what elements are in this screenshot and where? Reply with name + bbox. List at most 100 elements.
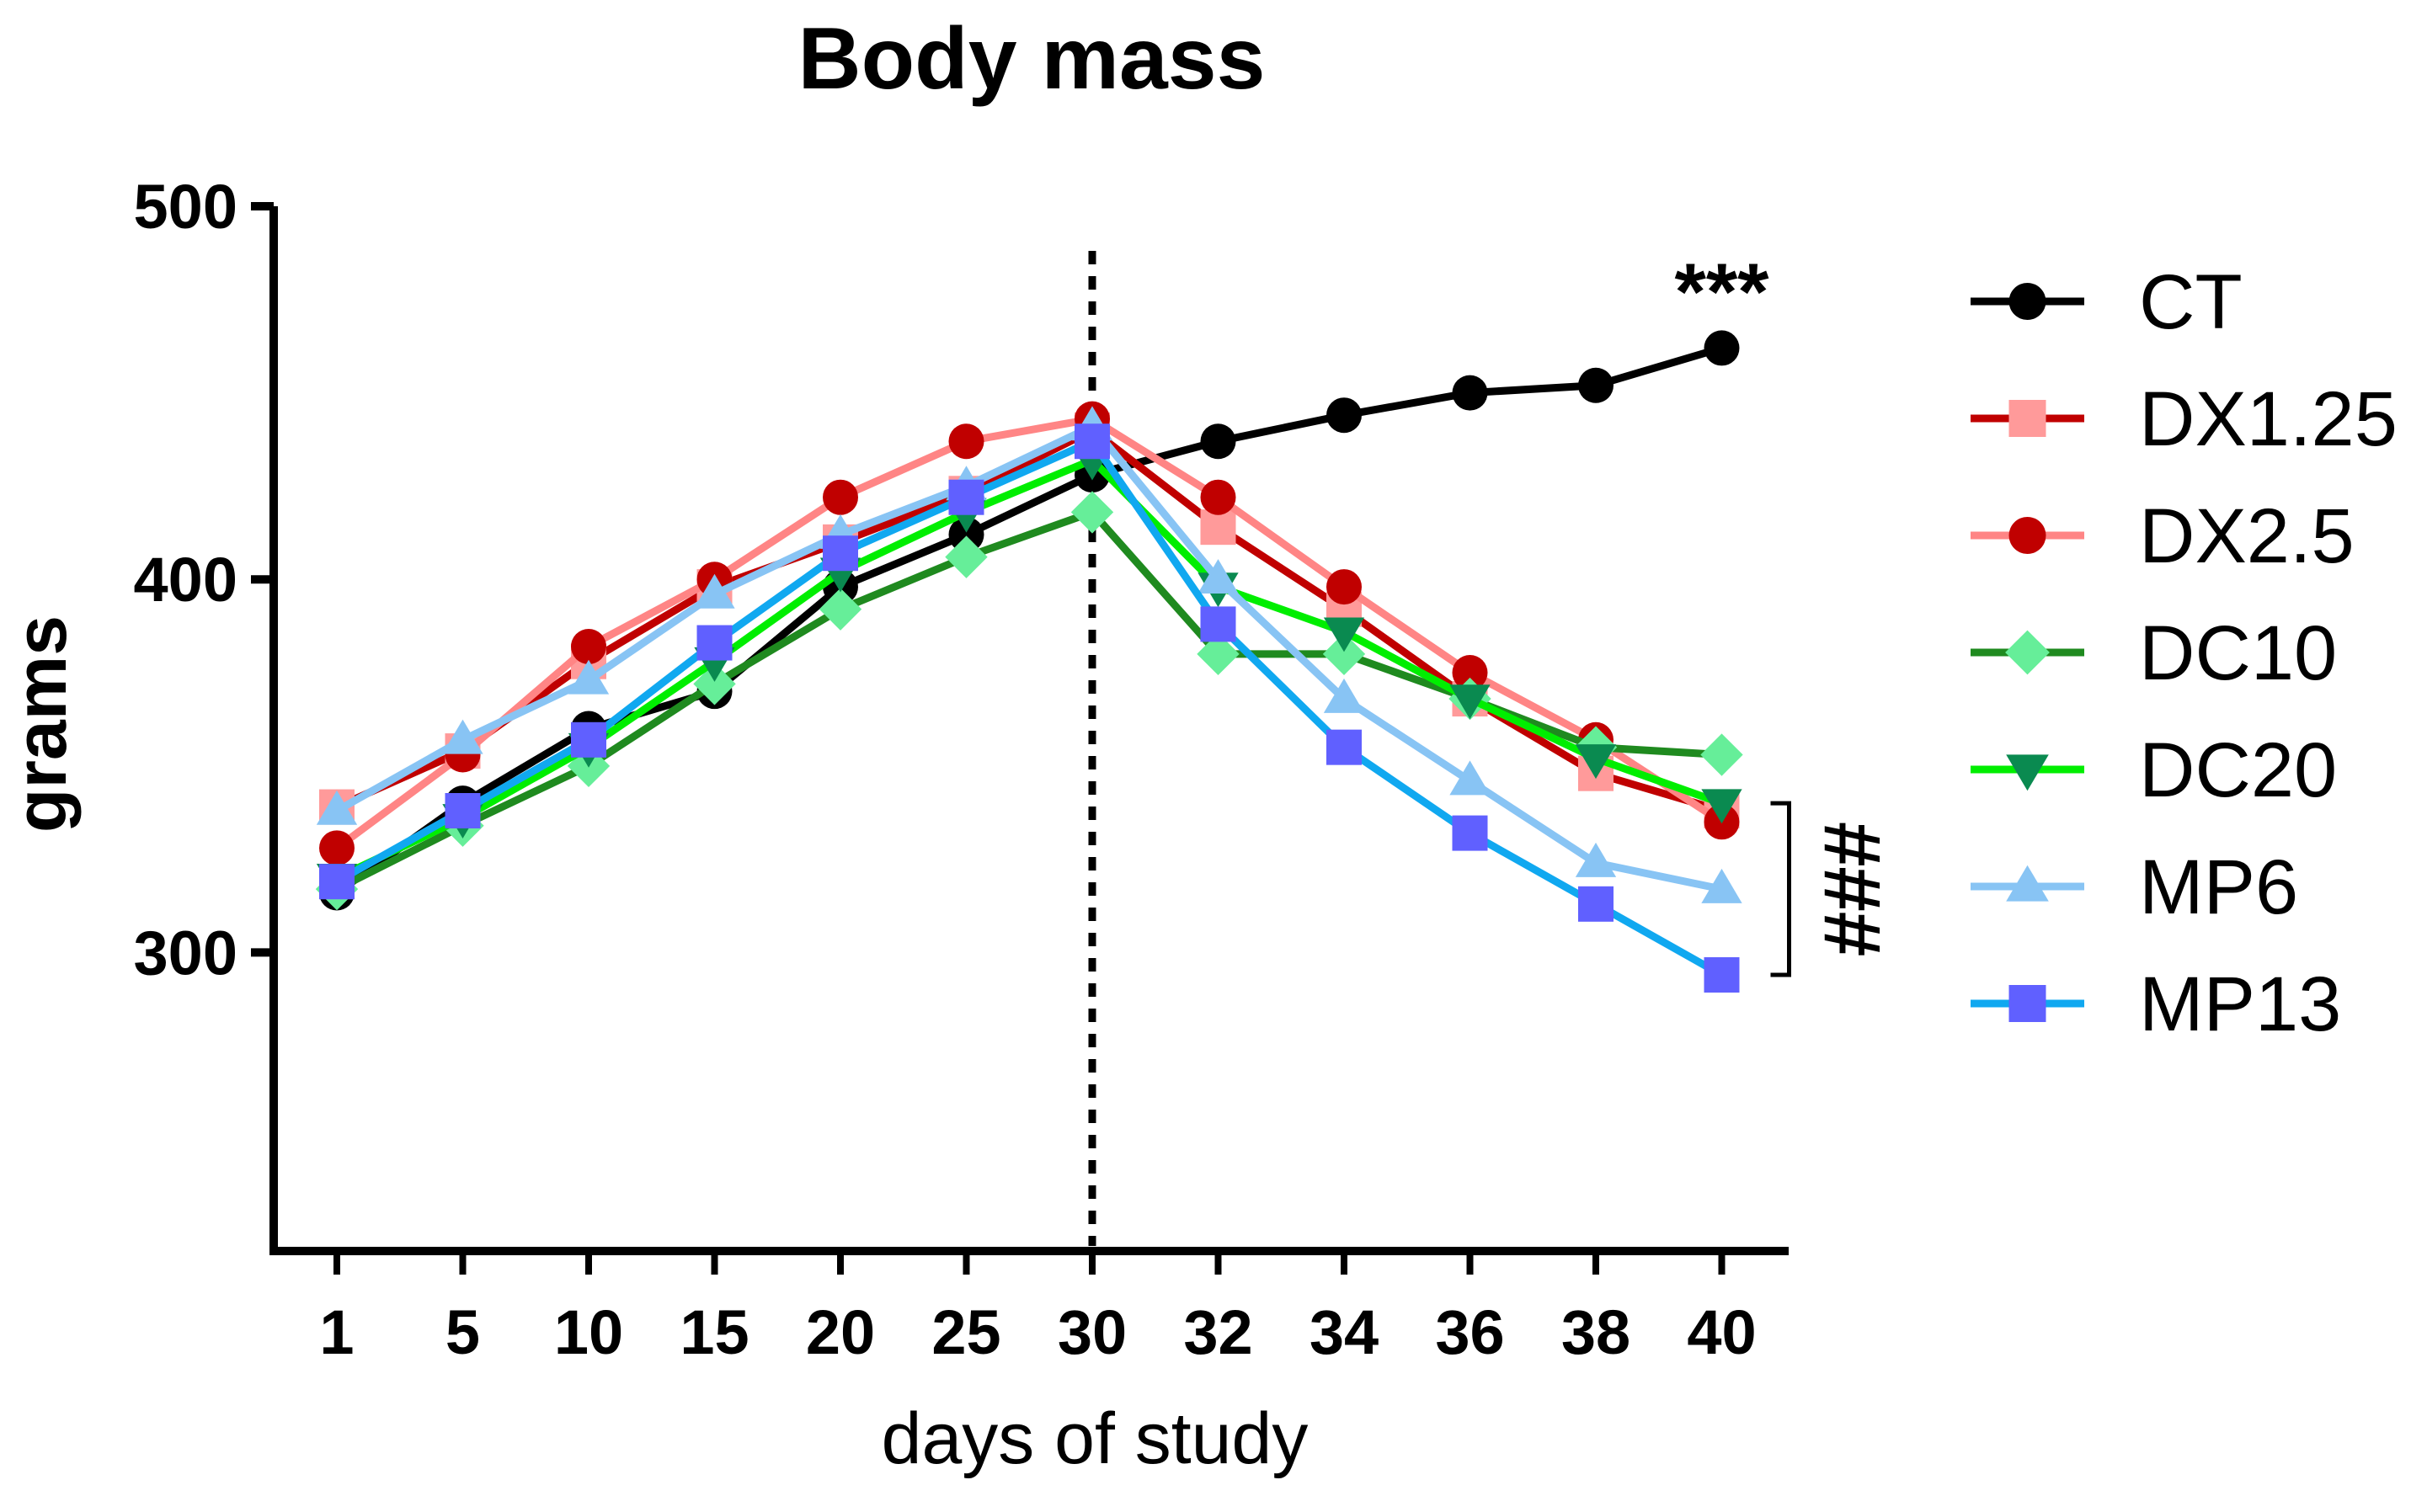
point-ct-32: [1200, 423, 1236, 460]
point-mp6-34: [1323, 678, 1365, 713]
significance-stars: ***: [1674, 247, 1769, 337]
point-dc20-38: [1575, 744, 1617, 780]
x-tick-label-5: 5: [445, 1297, 480, 1367]
point-mp13-25: [948, 479, 984, 515]
y-ticks: 300 400 500: [134, 172, 274, 988]
point-mp6-36: [1449, 760, 1491, 796]
point-mp6-32: [1197, 559, 1239, 594]
point-dx2-5-32: [1200, 479, 1236, 515]
point-dc20-36: [1449, 684, 1491, 720]
legend-marker-dc10: [2005, 630, 2050, 675]
series-line-mp13: [334, 437, 1724, 978]
legend-item-dc10: DC10: [1971, 610, 2337, 696]
point-dc20-40: [1701, 789, 1742, 824]
y-tick-label-500: 500: [134, 172, 237, 242]
legend-label-mp13: MP13: [2139, 961, 2341, 1047]
point-ct-25: [948, 517, 984, 553]
series-ct: [319, 330, 1740, 911]
point-dc10-20: [819, 588, 862, 631]
point-dx2-5-20: [823, 479, 858, 515]
y-tick-label-300: 300: [134, 918, 237, 988]
point-mp13-38: [1578, 886, 1614, 922]
x-tick-label-25: 25: [931, 1297, 1000, 1367]
series-line-ct: [334, 344, 1723, 897]
series-line-dx2-5: [334, 415, 1724, 851]
point-mp13-1: [319, 864, 355, 900]
x-tick-label-30: 30: [1058, 1297, 1127, 1367]
legend-item-dx1-25: DX1.25: [1971, 376, 2398, 462]
point-mp6-15: [694, 573, 735, 609]
legend-item-dx2-5: DX2.5: [1971, 493, 2355, 579]
point-mp6-38: [1575, 842, 1617, 877]
point-dc10-25: [945, 535, 988, 578]
point-dc20-34: [1323, 617, 1365, 652]
x-tick-label-36: 36: [1435, 1297, 1504, 1367]
point-dc10-30: [1070, 491, 1114, 534]
x-tick-label-38: 38: [1561, 1297, 1630, 1367]
point-mp13-15: [696, 625, 733, 661]
x-axis: 1 5 10 15 20 25 30 32 34 36 38 40: [269, 1247, 1789, 1367]
x-tick-label-32: 32: [1183, 1297, 1252, 1367]
y-tick-label-400: 400: [134, 545, 237, 615]
series-line-dc20: [335, 455, 1724, 881]
legend-marker-dx1-25: [2008, 400, 2046, 437]
x-tick-label-10: 10: [554, 1297, 623, 1367]
significance-hashes: ###: [1807, 822, 1897, 956]
legend-marker-dx2-5: [2008, 517, 2046, 554]
legend-label-ct: CT: [2139, 259, 2243, 345]
point-ct-40: [1704, 330, 1740, 366]
point-mp6-40: [1701, 868, 1742, 903]
x-tick-label-15: 15: [680, 1297, 749, 1367]
significance-bracket: [1770, 801, 1791, 977]
point-ct-34: [1326, 397, 1362, 434]
point-mp13-30: [1075, 423, 1110, 460]
series-mp13: [319, 423, 1740, 993]
point-mp13-34: [1326, 729, 1362, 765]
chart-title: Body mass: [798, 10, 1266, 108]
point-dx2-5-25: [948, 423, 984, 460]
legend-item-ct: CT: [1971, 259, 2243, 345]
point-mp13-10: [571, 721, 606, 758]
point-dc10-34: [1322, 632, 1366, 676]
legend-marker-mp13: [2008, 985, 2046, 1022]
point-mp13-32: [1200, 606, 1236, 642]
point-ct-36: [1452, 375, 1488, 411]
legend-label-dx2-5: DX2.5: [2139, 493, 2355, 579]
point-dx2-5-10: [571, 628, 606, 664]
series-line-mp6: [334, 422, 1723, 893]
point-mp6-5: [442, 719, 483, 754]
y-axis-label: grams: [1, 615, 82, 833]
legend-marker-dc20: [2006, 754, 2049, 791]
point-mp13-5: [445, 793, 481, 829]
series-layer: [315, 330, 1743, 993]
legend-label-dx1-25: DX1.25: [2139, 376, 2398, 462]
point-dx1-25-32: [1200, 509, 1236, 546]
point-mp13-36: [1452, 815, 1488, 851]
series-dc20: [316, 445, 1742, 898]
legend-item-dc20: DC20: [1971, 727, 2337, 813]
point-dx2-5-1: [319, 830, 355, 866]
point-mp13-20: [823, 535, 858, 572]
point-dx2-5-36: [1452, 655, 1488, 691]
point-mp6-10: [568, 659, 610, 695]
legend-marker-mp6: [2006, 865, 2049, 902]
legend-label-mp6: MP6: [2139, 844, 2298, 930]
legend-marker-ct: [2008, 283, 2046, 320]
point-mp13-40: [1704, 957, 1740, 993]
legend-item-mp13: MP13: [1971, 961, 2341, 1047]
legend: CT DX1.25 DX2.5 DC10 DC20 MP6 MP13: [1971, 259, 2398, 1047]
point-mp6-1: [316, 790, 358, 825]
x-tick-label-34: 34: [1310, 1297, 1379, 1367]
x-axis-label: days of study: [882, 1398, 1309, 1479]
y-axis: 300 400 500: [134, 172, 278, 1251]
point-dx2-5-34: [1326, 569, 1362, 605]
legend-label-dc20: DC20: [2139, 727, 2337, 813]
x-ticks: 1 5 10 15 20 25 30 32 34 36 38 40: [319, 1251, 1757, 1367]
x-tick-label-1: 1: [319, 1297, 354, 1367]
series-mp6: [316, 406, 1742, 903]
x-tick-label-40: 40: [1687, 1297, 1756, 1367]
annotation-layer: *** ###: [1674, 247, 1897, 977]
point-ct-38: [1578, 367, 1614, 403]
legend-item-mp6: MP6: [1971, 844, 2298, 930]
